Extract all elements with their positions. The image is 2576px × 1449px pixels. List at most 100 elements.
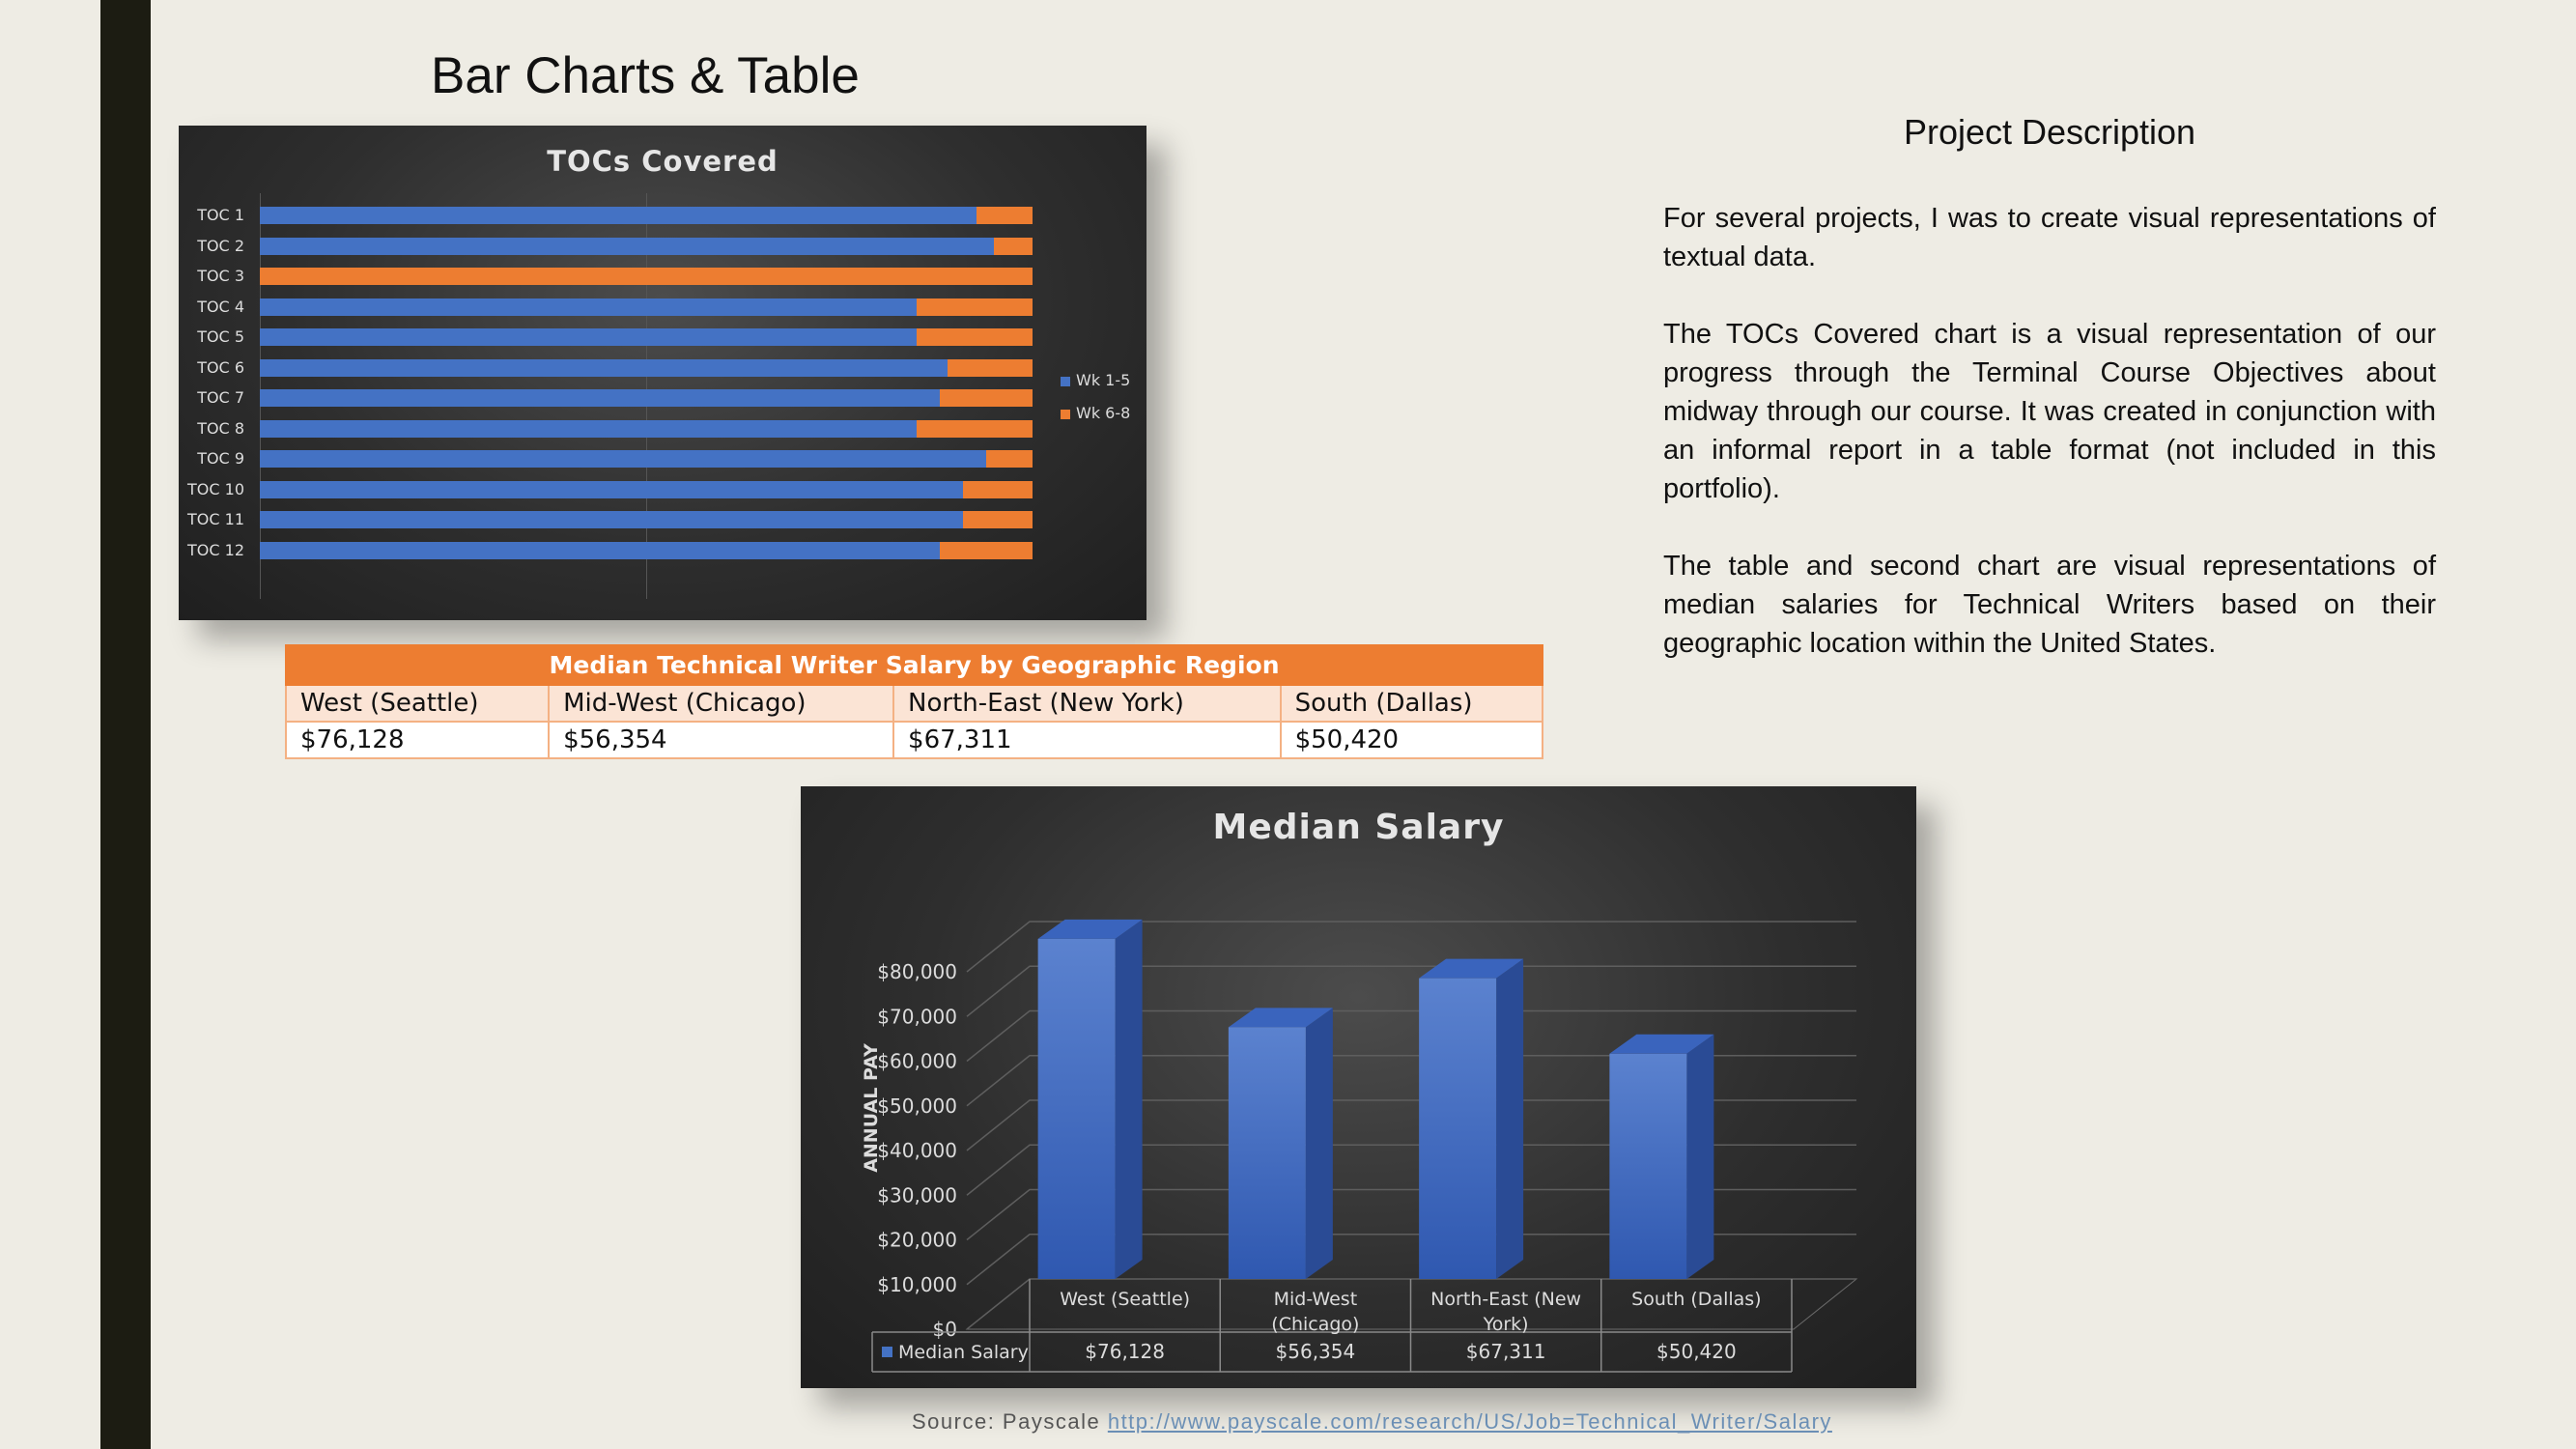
legend-swatch-icon (882, 1347, 892, 1357)
toc-bar-segment (940, 541, 1033, 559)
toc-bar-segment (260, 207, 977, 224)
salary-value-label: $56,354 (1276, 1340, 1356, 1363)
toc-bar-row (260, 450, 1033, 468)
salary-table-header: North-East (New York) (892, 684, 1282, 723)
salary-bar-top (1037, 919, 1143, 939)
salary-tick-label: $10,000 (877, 1273, 957, 1296)
toc-bar-row (260, 298, 1033, 316)
salary-table-value: $56,354 (548, 721, 895, 759)
toc-bar-segment (260, 328, 917, 346)
salary-y-axis-label: ANNUAL PAY (861, 1043, 882, 1173)
toc-bar-segment (260, 389, 940, 407)
project-description-title: Project Description (1903, 112, 2196, 152)
salary-gridline (966, 965, 1856, 1017)
salary-category-label: North-East (New (1430, 1289, 1581, 1310)
salary-gridline (966, 1099, 1856, 1151)
salary-category-label: South (Dallas) (1631, 1289, 1761, 1310)
salary-bar (1609, 1053, 1687, 1279)
toc-category-label: TOC 12 (187, 540, 244, 559)
toc-category-label: TOC 6 (197, 357, 244, 377)
salary-chart-svg: $0 $10,000 $20,000 $30,000 $40,000 $50,000 $60… (861, 919, 1858, 1373)
toc-bar-segment (260, 450, 986, 468)
salary-table: Median Technical Writer Salary by Geogra… (284, 644, 1544, 759)
toc-bar-row (260, 358, 1033, 377)
salary-table-title: Median Technical Writer Salary by Geogra… (285, 644, 1543, 686)
salary-gridline (966, 1234, 1856, 1286)
toc-bar-segment (994, 237, 1033, 255)
toc-bar-row (260, 389, 1033, 407)
salary-bar-side (1496, 958, 1524, 1279)
toc-bar-segment (940, 389, 1033, 407)
salary-tick-label: $50,000 (877, 1094, 957, 1118)
slide-title: Bar Charts & Table (431, 47, 860, 104)
salary-tick-label: $40,000 (877, 1139, 957, 1162)
source-label: Source: Payscale (912, 1409, 1101, 1434)
salary-legend-label: Median Salary (898, 1342, 1029, 1363)
toc-category-label: TOC 9 (197, 449, 244, 468)
salary-bar-top (1609, 1034, 1714, 1054)
toc-category-label: TOC 4 (197, 297, 244, 316)
salary-tick-label: $20,000 (877, 1229, 957, 1252)
toc-category-label: TOC 7 (197, 388, 244, 407)
salary-gridline (966, 1144, 1856, 1196)
toc-bar-segment (260, 419, 917, 438)
toc-bar-row (260, 480, 1033, 498)
source-link[interactable]: http://www.payscale.com/research/US/Job=… (1107, 1409, 1832, 1434)
toc-category-label: TOC 11 (187, 510, 244, 528)
salary-value-label: $67,311 (1466, 1340, 1546, 1363)
toc-bar-segment (976, 207, 1033, 224)
toc-bar-segment (963, 511, 1033, 528)
salary-table-value: $67,311 (892, 721, 1282, 759)
description-paragraph: For several projects, I was to create vi… (1663, 203, 2436, 272)
toc-category-label: TOC 1 (197, 206, 244, 224)
salary-tick-label: $80,000 (877, 960, 957, 983)
salary-bar-top (1228, 1008, 1333, 1028)
legend-swatch-icon (1061, 376, 1070, 386)
toc-bar-segment (948, 358, 1033, 377)
tocs-covered-chart: TOCs Covered TOC 1 TOC 2 TOC 3 TOC 4 TOC 5 TO… (179, 126, 1146, 620)
salary-bar-side (1305, 1008, 1333, 1279)
toc-bar-row (260, 541, 1033, 559)
salary-bar-top (1419, 958, 1524, 979)
salary-category-label: Mid-West (1274, 1289, 1358, 1310)
toc-bar-segment (917, 298, 1033, 316)
toc-legend-item: Wk 1-5 (1061, 371, 1130, 389)
salary-bar (1419, 978, 1497, 1279)
description-paragraph: The TOCs Covered chart is a visual repre… (1663, 319, 2436, 504)
median-salary-chart: Median Salary $0 $10,000 $20,000 $30,000 $40… (801, 786, 1916, 1388)
toc-legend-label: Wk 1-5 (1076, 371, 1131, 389)
toc-legend-item: Wk 6-8 (1061, 404, 1130, 422)
salary-tick-label: $70,000 (877, 1005, 957, 1028)
salary-gridline (966, 1009, 1856, 1063)
toc-bar-segment (963, 480, 1033, 498)
toc-category-label: TOC 5 (197, 327, 244, 346)
toc-category-label: TOC 3 (197, 267, 244, 285)
toc-legend-label: Wk 6-8 (1076, 404, 1131, 422)
salary-tick-label: $60,000 (877, 1050, 957, 1073)
salary-table-value: $50,420 (1279, 721, 1544, 759)
salary-value-label: $50,420 (1656, 1340, 1737, 1363)
salary-value-label: $76,128 (1085, 1340, 1165, 1363)
toc-bar-segment (260, 511, 963, 528)
source-line: Source: Payscale http://www.payscale.com… (912, 1409, 1832, 1435)
salary-gridline (966, 1055, 1856, 1107)
legend-swatch-icon (1061, 409, 1070, 419)
toc-bar-segment (260, 268, 1033, 285)
toc-bar-segment (260, 358, 948, 377)
salary-bar-side (1686, 1034, 1714, 1279)
toc-bar-row (260, 511, 1033, 528)
salary-tick-label: $0 (933, 1318, 957, 1341)
toc-bar-segment (260, 298, 917, 316)
salary-bar-side (1115, 919, 1143, 1279)
salary-table-header: Mid-West (Chicago) (548, 684, 895, 723)
salary-bar (1037, 938, 1116, 1279)
toc-category-label: TOC 10 (187, 479, 244, 498)
toc-bar-row (260, 328, 1033, 346)
toc-bar-row (260, 268, 1033, 285)
salary-gridline (966, 921, 1856, 973)
salary-tick-label: $30,000 (877, 1183, 957, 1207)
toc-bar-segment (917, 328, 1033, 346)
salary-category-label: York) (1483, 1314, 1529, 1335)
salary-category-label: West (Seattle) (1060, 1289, 1190, 1310)
salary-table-header: South (Dallas) (1279, 684, 1544, 723)
